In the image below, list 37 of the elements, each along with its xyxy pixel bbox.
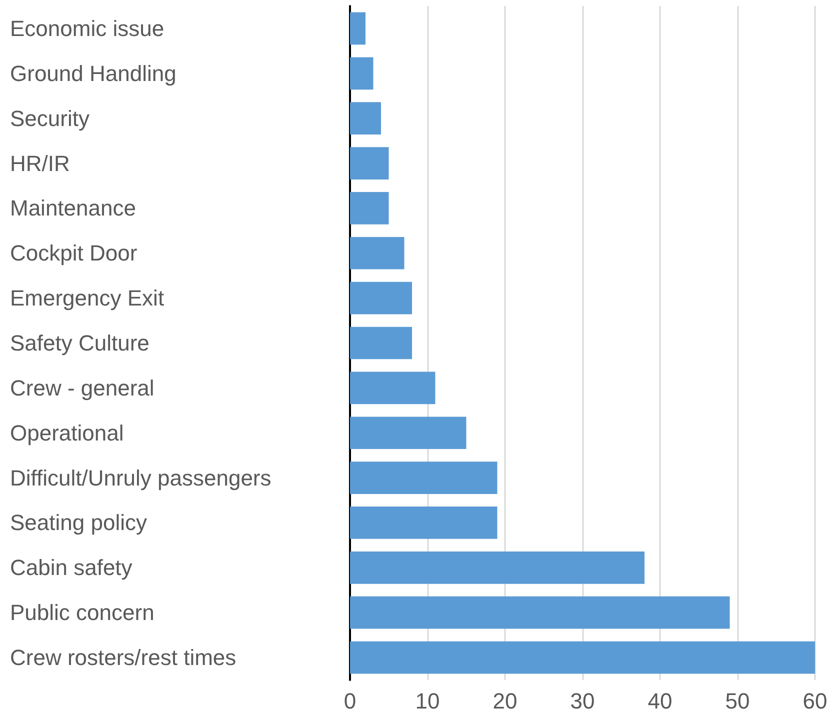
x-tick-label: 30 (570, 688, 595, 714)
bar (350, 416, 466, 450)
y-tick-label: HR/IR (10, 150, 70, 176)
x-tick-label: 50 (725, 688, 750, 714)
bar (350, 236, 404, 270)
y-tick-label: Safety Culture (10, 330, 150, 356)
y-tick-label: Operational (10, 420, 124, 446)
bar (350, 192, 389, 224)
bar (350, 462, 498, 494)
y-tick-label: Public concern (10, 600, 154, 626)
bar (350, 372, 436, 404)
y-tick-label: Economic issue (10, 16, 164, 41)
y-tick-label: Cockpit Door (10, 240, 138, 266)
x-tick-label: 20 (492, 688, 518, 714)
bar (350, 282, 412, 314)
bar (350, 102, 381, 135)
x-tick-label: 0 (344, 688, 356, 714)
bar (350, 57, 374, 90)
bar (350, 12, 366, 45)
y-tick-label: Difficult/Unruly passengers (10, 465, 272, 490)
y-tick-label: Cabin safety (10, 555, 132, 580)
y-tick-label: Seating policy (10, 510, 147, 536)
bar (350, 596, 730, 629)
x-tick-label: 10 (415, 688, 440, 714)
bar (350, 506, 498, 539)
bar (350, 147, 389, 180)
y-tick-label: Crew - general (10, 375, 154, 400)
y-tick-label: Emergency Exit (10, 286, 164, 311)
bar (350, 326, 412, 360)
bar (350, 641, 815, 674)
y-tick-label: Maintenance (10, 196, 136, 221)
y-tick-label: Crew rosters/rest times (10, 645, 236, 670)
bar (350, 551, 644, 584)
y-tick-label: Ground Handling (10, 60, 176, 86)
x-tick-label: 40 (648, 688, 672, 714)
y-tick-label: Security (10, 106, 90, 131)
x-tick-label: 60 (802, 688, 828, 714)
